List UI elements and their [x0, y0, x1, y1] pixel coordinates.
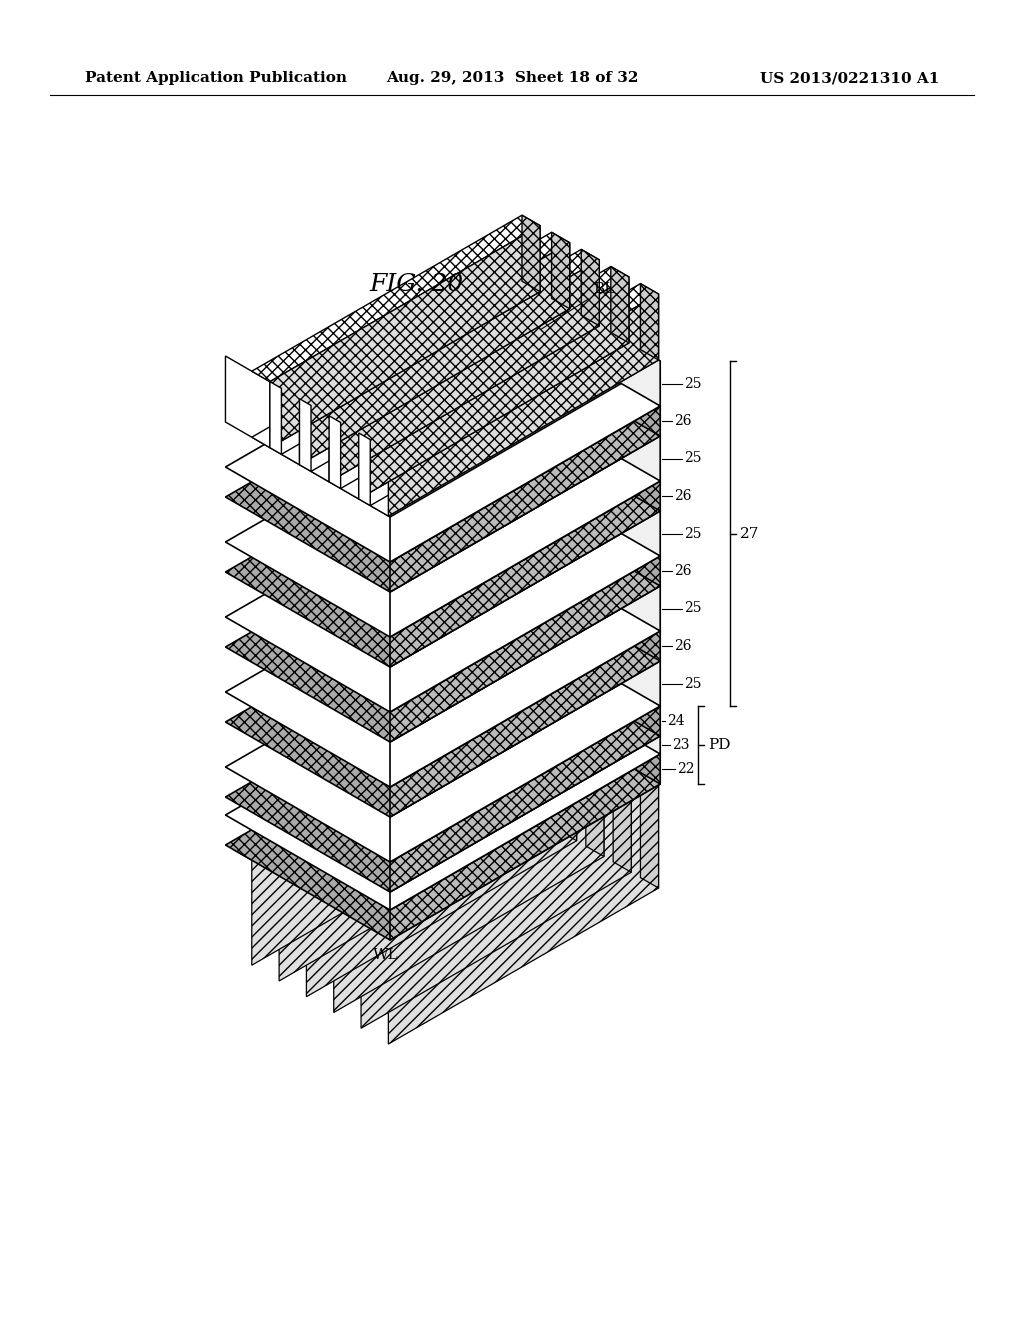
Polygon shape	[280, 719, 549, 981]
Polygon shape	[552, 232, 569, 309]
Polygon shape	[390, 360, 660, 562]
Text: 26: 26	[674, 639, 691, 653]
Polygon shape	[225, 491, 660, 742]
Text: Aug. 29, 2013  Sheet 18 of 32: Aug. 29, 2013 Sheet 18 of 32	[386, 71, 638, 84]
Polygon shape	[371, 772, 658, 939]
Polygon shape	[329, 260, 599, 482]
Polygon shape	[252, 281, 540, 447]
Polygon shape	[341, 267, 629, 433]
Polygon shape	[252, 215, 540, 381]
Polygon shape	[225, 385, 660, 638]
Polygon shape	[390, 631, 660, 817]
Polygon shape	[225, 312, 660, 562]
Text: 26: 26	[674, 564, 691, 578]
Polygon shape	[343, 756, 631, 923]
Polygon shape	[299, 399, 311, 471]
Polygon shape	[496, 566, 660, 706]
Polygon shape	[225, 566, 660, 817]
Polygon shape	[225, 611, 660, 862]
Text: BL: BL	[541, 282, 614, 330]
Polygon shape	[225, 536, 660, 787]
Polygon shape	[358, 277, 629, 499]
Polygon shape	[390, 737, 660, 909]
Polygon shape	[390, 586, 660, 787]
Text: 27: 27	[740, 527, 760, 540]
Polygon shape	[496, 312, 660, 436]
Polygon shape	[371, 350, 658, 516]
Polygon shape	[640, 772, 658, 888]
Polygon shape	[388, 783, 658, 1044]
Polygon shape	[225, 341, 660, 591]
Text: 25: 25	[684, 602, 701, 615]
Polygon shape	[225, 659, 660, 909]
Polygon shape	[390, 661, 660, 862]
Polygon shape	[371, 284, 658, 450]
Polygon shape	[558, 725, 577, 841]
Polygon shape	[390, 754, 660, 940]
Polygon shape	[496, 385, 660, 511]
Text: 25: 25	[684, 376, 701, 391]
Polygon shape	[261, 710, 549, 876]
Polygon shape	[329, 416, 341, 488]
Polygon shape	[270, 226, 540, 447]
Polygon shape	[582, 249, 599, 326]
Polygon shape	[282, 232, 569, 399]
Polygon shape	[225, 642, 660, 892]
Polygon shape	[496, 341, 660, 480]
Polygon shape	[496, 536, 660, 661]
Polygon shape	[496, 659, 660, 784]
Polygon shape	[390, 480, 660, 667]
Polygon shape	[341, 333, 629, 499]
Text: 26: 26	[674, 414, 691, 428]
Text: 25: 25	[684, 527, 701, 540]
Polygon shape	[390, 706, 660, 892]
Polygon shape	[496, 267, 660, 407]
Polygon shape	[611, 267, 629, 343]
Polygon shape	[311, 249, 599, 416]
Polygon shape	[358, 433, 371, 506]
Polygon shape	[613, 756, 631, 873]
Polygon shape	[225, 461, 660, 711]
Text: 25: 25	[684, 451, 701, 466]
Polygon shape	[225, 416, 660, 667]
Text: WL: WL	[373, 948, 398, 962]
Polygon shape	[270, 381, 282, 454]
Text: 23: 23	[672, 738, 690, 752]
Polygon shape	[315, 741, 604, 908]
Text: 22: 22	[677, 762, 694, 776]
Text: PD: PD	[709, 738, 731, 752]
Text: 25: 25	[684, 676, 701, 690]
Polygon shape	[306, 735, 577, 997]
Polygon shape	[225, 689, 660, 940]
Polygon shape	[496, 611, 660, 737]
Polygon shape	[289, 725, 577, 892]
Polygon shape	[640, 284, 658, 360]
Polygon shape	[299, 243, 569, 465]
Polygon shape	[390, 407, 660, 591]
Polygon shape	[504, 694, 522, 809]
Polygon shape	[496, 491, 660, 631]
Polygon shape	[388, 294, 658, 516]
Text: Patent Application Publication: Patent Application Publication	[85, 71, 347, 84]
Text: FIG. 20: FIG. 20	[370, 273, 464, 297]
Polygon shape	[390, 511, 660, 711]
Polygon shape	[390, 436, 660, 638]
Polygon shape	[496, 642, 660, 754]
Polygon shape	[225, 356, 390, 517]
Polygon shape	[522, 215, 540, 292]
Polygon shape	[334, 751, 604, 1012]
Polygon shape	[496, 461, 660, 586]
Polygon shape	[252, 704, 522, 965]
Polygon shape	[361, 767, 631, 1028]
Text: 24: 24	[668, 714, 685, 729]
Polygon shape	[586, 741, 604, 857]
Polygon shape	[390, 556, 660, 742]
Text: US 2013/0221310 A1: US 2013/0221310 A1	[760, 71, 939, 84]
Polygon shape	[496, 416, 660, 556]
Polygon shape	[282, 298, 569, 465]
Polygon shape	[233, 694, 522, 861]
Text: 26: 26	[674, 488, 691, 503]
Polygon shape	[531, 710, 549, 825]
Polygon shape	[311, 315, 599, 482]
